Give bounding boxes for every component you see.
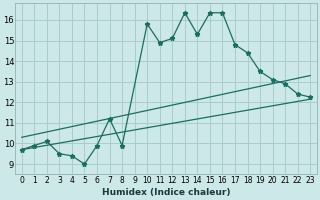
X-axis label: Humidex (Indice chaleur): Humidex (Indice chaleur) bbox=[102, 188, 230, 197]
